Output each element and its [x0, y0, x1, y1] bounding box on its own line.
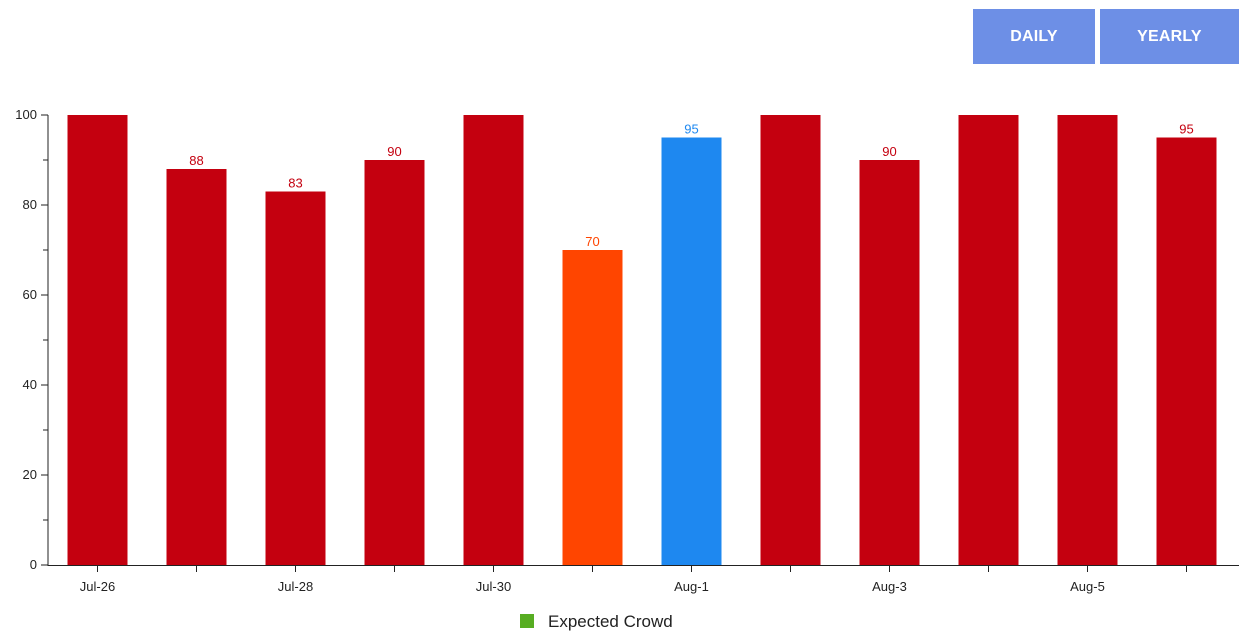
legend-label: Expected Crowd: [548, 612, 673, 631]
x-tick-label: Aug-1: [674, 579, 709, 594]
x-tick-label: Aug-3: [872, 579, 907, 594]
data-label: 90: [387, 144, 401, 159]
y-tick-label: 100: [15, 107, 37, 122]
x-tick-label: Jul-30: [476, 579, 511, 594]
legend-swatch: [520, 614, 534, 628]
bar-series: [67, 115, 1217, 566]
y-tick-label: 80: [23, 197, 37, 212]
x-axis: Jul-26 Jul-28 Jul-30 Aug-1 Aug-3 Aug-5: [48, 565, 1239, 594]
bar-aug-4[interactable]: [958, 115, 1019, 565]
daily-button[interactable]: DAILY: [973, 9, 1095, 64]
bar-jul-31[interactable]: [562, 250, 623, 565]
data-label: 88: [189, 153, 203, 168]
data-label: 95: [1179, 122, 1193, 137]
bar-aug-6[interactable]: [1156, 137, 1217, 566]
legend[interactable]: Expected Crowd: [520, 612, 673, 631]
data-label: 95: [684, 122, 698, 137]
y-tick-label: 20: [23, 467, 37, 482]
data-label: 70: [585, 234, 599, 249]
yearly-button[interactable]: YEARLY: [1100, 9, 1239, 64]
x-tick-label: Jul-26: [80, 579, 115, 594]
bar-aug-2[interactable]: [760, 115, 821, 565]
y-axis: 0 20 40 60 80 100: [15, 107, 49, 572]
data-labels: 88 83 90 70 95 90 95: [189, 122, 1193, 250]
data-label: 83: [288, 176, 302, 191]
y-tick-label: 60: [23, 287, 37, 302]
bar-jul-28[interactable]: [265, 191, 326, 566]
data-label: 90: [882, 144, 896, 159]
y-tick-label: 0: [30, 557, 37, 572]
bar-jul-29[interactable]: [364, 160, 425, 565]
x-tick-label: Jul-28: [278, 579, 313, 594]
bar-aug-1[interactable]: [661, 137, 722, 566]
bar-jul-26[interactable]: [67, 115, 128, 565]
bar-jul-27[interactable]: [166, 169, 227, 565]
bar-jul-30[interactable]: [463, 115, 524, 565]
bar-aug-3[interactable]: [859, 160, 920, 565]
y-tick-label: 40: [23, 377, 37, 392]
x-tick-label: Aug-5: [1070, 579, 1105, 594]
bar-aug-5[interactable]: [1057, 115, 1118, 565]
